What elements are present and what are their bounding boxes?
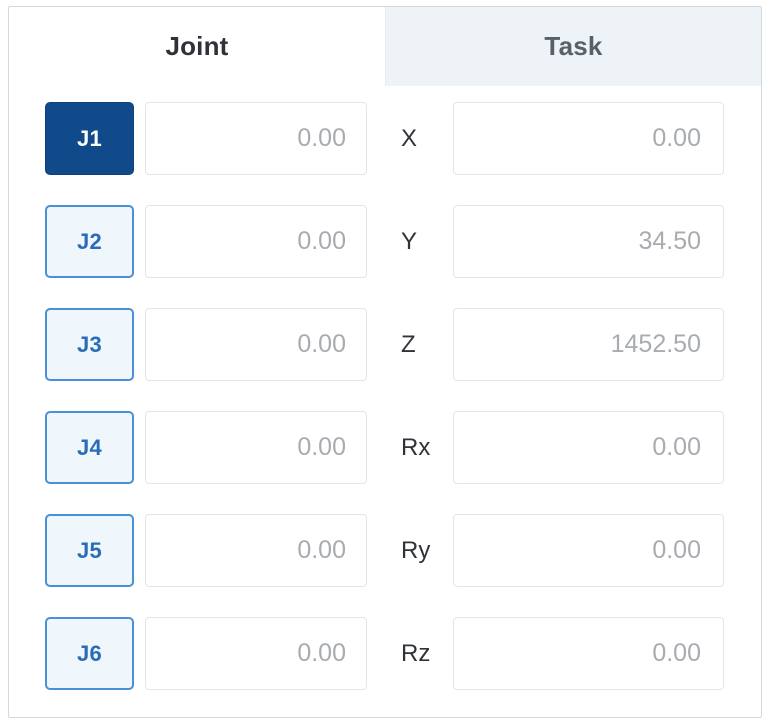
joint-button-j4[interactable]: J4 [45, 411, 134, 484]
task-label-ry-text: Ry [401, 536, 431, 564]
task-value-y: 34.50 [638, 227, 701, 255]
task-value-z: 1452.50 [610, 330, 701, 358]
joint-value-j6: 0.00 [297, 639, 346, 667]
jog-panel: Joint Task J1 0.00 X 0.00 J2 [8, 6, 762, 718]
task-label-x-text: X [401, 124, 418, 152]
joint-button-j5[interactable]: J5 [45, 514, 134, 587]
joint-value-j2: 0.00 [297, 227, 346, 255]
axis-row: J6 0.00 Rz 0.00 [9, 601, 761, 704]
joint-value-j5: 0.00 [297, 536, 346, 564]
axis-rows: J1 0.00 X 0.00 J2 0.00 Y 34.50 [9, 86, 761, 717]
joint-input-j3[interactable]: 0.00 [145, 308, 367, 381]
joint-button-j1[interactable]: J1 [45, 102, 134, 175]
task-input-rx[interactable]: 0.00 [453, 411, 724, 484]
task-input-y[interactable]: 34.50 [453, 205, 724, 278]
task-label-y-text: Y [401, 227, 418, 255]
task-input-rz[interactable]: 0.00 [453, 617, 724, 690]
joint-button-j3-label: J3 [76, 331, 103, 357]
joint-button-j6[interactable]: J6 [45, 617, 134, 690]
joint-input-j6[interactable]: 0.00 [145, 617, 367, 690]
tab-task-label: Task [544, 31, 603, 61]
joint-input-j5[interactable]: 0.00 [145, 514, 367, 587]
task-label-ry: Ry [401, 514, 449, 587]
tab-joint-label: Joint [165, 31, 229, 61]
task-label-z: Z [401, 308, 449, 381]
task-value-rz: 0.00 [652, 639, 701, 667]
tab-joint[interactable]: Joint [9, 7, 385, 86]
joint-input-j1[interactable]: 0.00 [145, 102, 367, 175]
task-value-rx: 0.00 [652, 433, 701, 461]
axis-row: J3 0.00 Z 1452.50 [9, 292, 761, 395]
task-label-z-text: Z [401, 330, 416, 358]
joint-input-j4[interactable]: 0.00 [145, 411, 367, 484]
joint-button-j4-label: J4 [76, 434, 103, 460]
joint-value-j4: 0.00 [297, 433, 346, 461]
tab-bar: Joint Task [9, 7, 761, 86]
joint-button-j6-label: J6 [76, 640, 103, 666]
task-label-rz-text: Rz [401, 639, 431, 667]
axis-row: J2 0.00 Y 34.50 [9, 189, 761, 292]
axis-row: J1 0.00 X 0.00 [9, 86, 761, 189]
joint-input-j2[interactable]: 0.00 [145, 205, 367, 278]
joint-button-j1-label: J1 [76, 125, 103, 151]
axis-row: J5 0.00 Ry 0.00 [9, 498, 761, 601]
task-value-ry: 0.00 [652, 536, 701, 564]
joint-button-j2[interactable]: J2 [45, 205, 134, 278]
task-input-z[interactable]: 1452.50 [453, 308, 724, 381]
task-input-x[interactable]: 0.00 [453, 102, 724, 175]
tab-task[interactable]: Task [385, 7, 761, 86]
task-label-x: X [401, 102, 449, 175]
axis-row: J4 0.00 Rx 0.00 [9, 395, 761, 498]
task-label-rx-text: Rx [401, 433, 431, 461]
task-input-ry[interactable]: 0.00 [453, 514, 724, 587]
task-label-rx: Rx [401, 411, 449, 484]
task-label-y: Y [401, 205, 449, 278]
joint-button-j3[interactable]: J3 [45, 308, 134, 381]
task-label-rz: Rz [401, 617, 449, 690]
joint-button-j5-label: J5 [76, 537, 103, 563]
joint-value-j1: 0.00 [297, 124, 346, 152]
task-value-x: 0.00 [652, 124, 701, 152]
joint-value-j3: 0.00 [297, 330, 346, 358]
joint-button-j2-label: J2 [76, 228, 103, 254]
